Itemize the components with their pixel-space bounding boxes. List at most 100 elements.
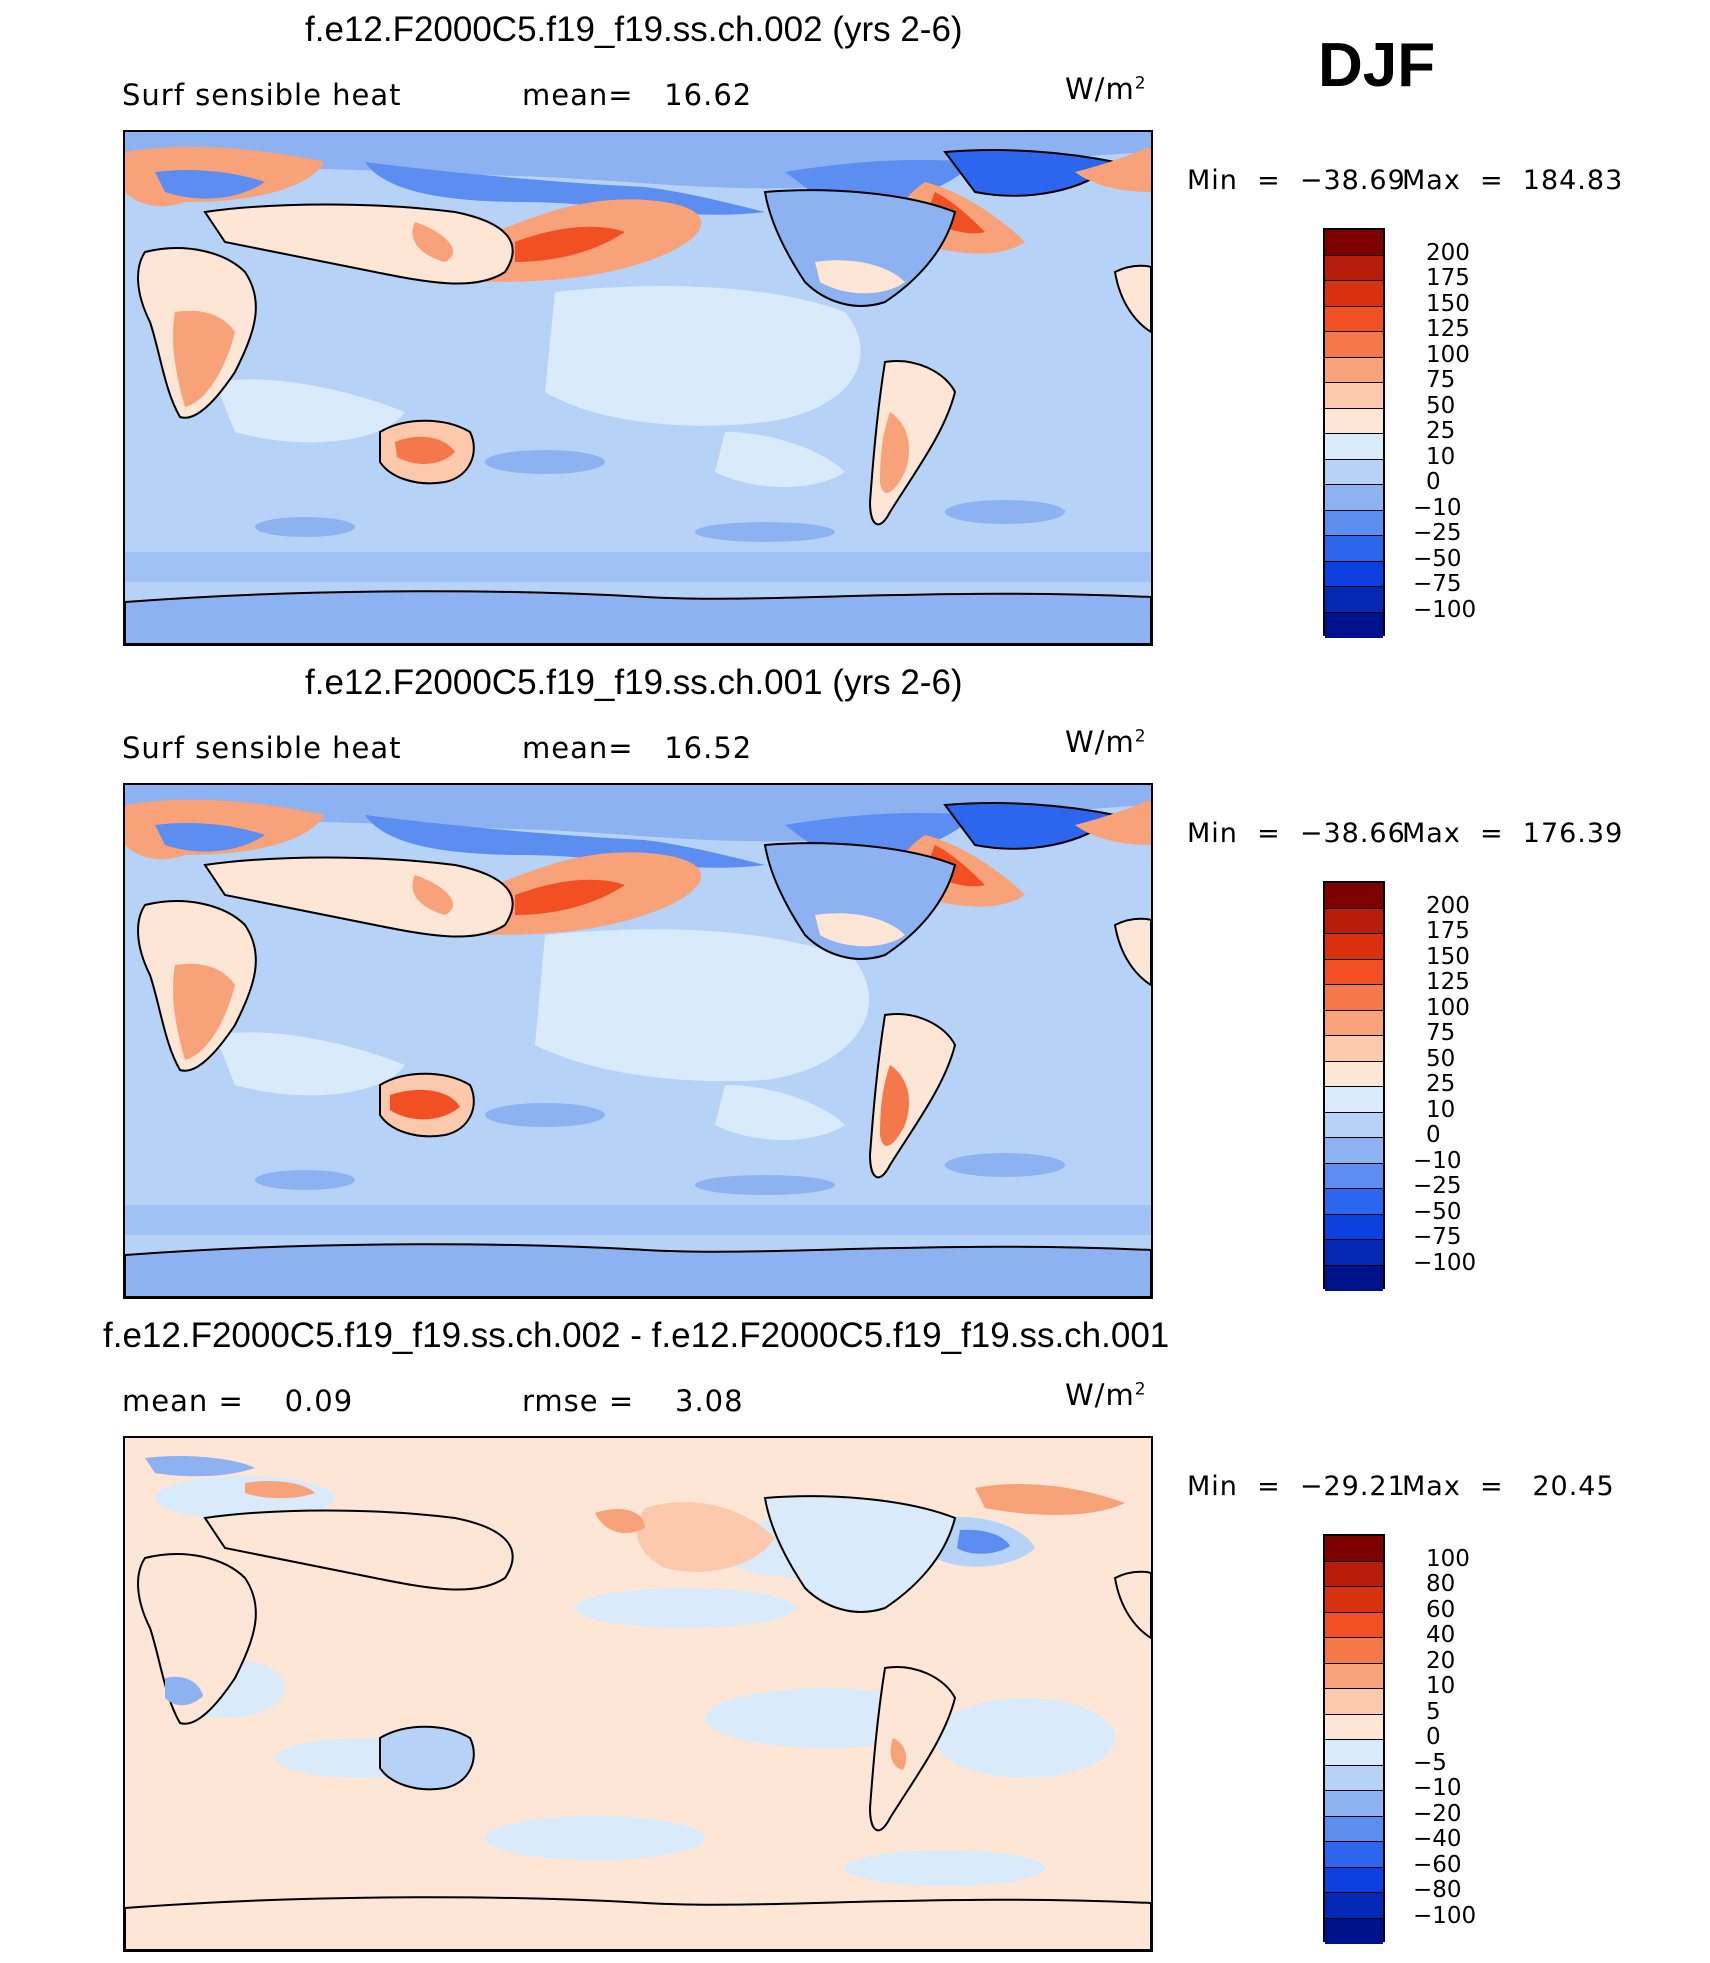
colorbar-swatch (1325, 332, 1383, 358)
colorbar-swatch (1325, 255, 1383, 281)
colorbar-label: 50 (1426, 392, 1456, 419)
colorbar-swatch (1325, 1036, 1383, 1062)
colorbar-swatch (1325, 1189, 1383, 1215)
colorbar-label: 150 (1426, 290, 1470, 317)
mean-label: mean= 16.52 (522, 731, 753, 765)
colorbar-swatch (1325, 1612, 1383, 1638)
colorbar-swatch (1325, 434, 1383, 460)
panel-title: f.e12.F2000C5.f19_f19.ss.ch.001 (yrs 2-6… (305, 663, 963, 702)
mean-label: mean = 0.09 (122, 1384, 354, 1418)
colorbar-swatch (1325, 1587, 1383, 1613)
colorbar-label: −25 (1413, 520, 1462, 546)
colorbar-label: −100 (1413, 1249, 1477, 1276)
colorbar-label: 0 (1426, 1724, 1441, 1750)
colorbar-swatch (1325, 1536, 1383, 1562)
season-label: DJF (1318, 31, 1436, 100)
colorbar-label: 0 (1426, 1122, 1441, 1148)
colorbar-label: 0 (1426, 469, 1441, 495)
colorbar-swatch (1325, 1893, 1383, 1919)
colorbar-label: 60 (1426, 1596, 1456, 1623)
colorbar-swatch (1325, 383, 1383, 409)
colorbar-label: 25 (1426, 418, 1456, 444)
panel-title: f.e12.F2000C5.f19_f19.ss.ch.002 (yrs 2-6… (305, 10, 963, 49)
south-america (868, 1666, 957, 1832)
colorbar-swatch (1325, 230, 1383, 256)
antarctica (125, 1896, 1151, 1950)
min-label: Min = −38.66 (1187, 818, 1406, 849)
colorbar-label: 100 (1426, 1545, 1470, 1572)
colorbar-swatch (1325, 1791, 1383, 1817)
colorbar-label: 10 (1426, 1673, 1456, 1699)
colorbar-swatch (1325, 1010, 1383, 1036)
colorbar-swatch (1325, 612, 1383, 638)
mean-label: mean= 16.62 (522, 78, 753, 112)
colorbar-label: 200 (1426, 892, 1470, 919)
colorbar-label: 100 (1426, 341, 1470, 368)
colorbar-label: −10 (1413, 1775, 1462, 1801)
colorbar-swatch (1325, 1561, 1383, 1587)
eurasia (203, 1509, 514, 1591)
colorbar-label: 5 (1426, 1698, 1441, 1725)
colorbar-swatch (1325, 1112, 1383, 1138)
colorbar-swatch (1325, 959, 1383, 985)
australia (379, 1725, 475, 1791)
map-canvas (125, 785, 1151, 1297)
units-label: W/m2 (1065, 72, 1147, 106)
colorbar (1323, 881, 1385, 1291)
max-label: Max = 184.83 (1402, 165, 1624, 196)
colorbar-swatch (1325, 985, 1383, 1011)
colorbar-swatch (1325, 1765, 1383, 1791)
units-label: W/m2 (1065, 725, 1147, 759)
colorbar-swatch (1325, 1214, 1383, 1240)
colorbar-swatch (1325, 908, 1383, 934)
colorbar-label: −10 (1413, 1147, 1462, 1174)
colorbar-label: −20 (1413, 1800, 1462, 1827)
colorbar-label: 10 (1426, 443, 1456, 470)
min-label: Min = −38.69 (1187, 165, 1406, 196)
eurasia (203, 856, 514, 938)
colorbar-swatch (1325, 587, 1383, 613)
colorbar-swatch (1325, 1061, 1383, 1087)
rmse-label: rmse = 3.08 (522, 1384, 744, 1418)
colorbar-label: 10 (1426, 1096, 1456, 1123)
colorbar-label: 100 (1426, 994, 1470, 1021)
variable-label: Surf sensible heat (122, 731, 402, 765)
colorbar-swatch (1325, 408, 1383, 434)
colorbar-label: −75 (1413, 571, 1462, 597)
colorbar-label: −25 (1413, 1173, 1462, 1199)
north-america (763, 1495, 957, 1613)
colorbar-label: 40 (1426, 1622, 1456, 1648)
colorbar-label: 25 (1426, 1071, 1456, 1097)
north-america (763, 842, 957, 960)
colorbar-label: −50 (1413, 545, 1462, 572)
colorbar-swatch (1325, 1740, 1383, 1766)
north-america (763, 189, 957, 307)
colorbar-label: 75 (1426, 1020, 1456, 1046)
colorbar-swatch (1325, 1163, 1383, 1189)
colorbar-label: 175 (1426, 265, 1470, 291)
units-label: W/m2 (1065, 1378, 1147, 1412)
pacific-band (545, 286, 861, 426)
colorbar-swatch (1325, 306, 1383, 332)
colorbar-label: −60 (1413, 1851, 1462, 1878)
colorbar-label: 80 (1426, 1571, 1456, 1597)
colorbar-label: 50 (1426, 1045, 1456, 1072)
map-canvas (125, 1438, 1151, 1950)
colorbar-label: −40 (1413, 1826, 1462, 1852)
colorbar-swatch (1325, 485, 1383, 511)
colorbar-label: −100 (1413, 1902, 1477, 1929)
colorbar-label: −10 (1413, 494, 1462, 521)
pacific-band (535, 929, 870, 1082)
antarctica (125, 1243, 1151, 1297)
colorbar-swatch (1325, 1714, 1383, 1740)
colorbar-swatch (1325, 1240, 1383, 1266)
colorbar (1323, 1534, 1385, 1944)
colorbar-label: 125 (1426, 969, 1470, 995)
colorbar-swatch (1325, 357, 1383, 383)
colorbar-swatch (1325, 883, 1383, 909)
colorbar-swatch (1325, 536, 1383, 562)
min-label: Min = −29.21 (1187, 1471, 1406, 1502)
colorbar-label: 150 (1426, 943, 1470, 970)
colorbar-swatch (1325, 1816, 1383, 1842)
variable-label: Surf sensible heat (122, 78, 402, 112)
